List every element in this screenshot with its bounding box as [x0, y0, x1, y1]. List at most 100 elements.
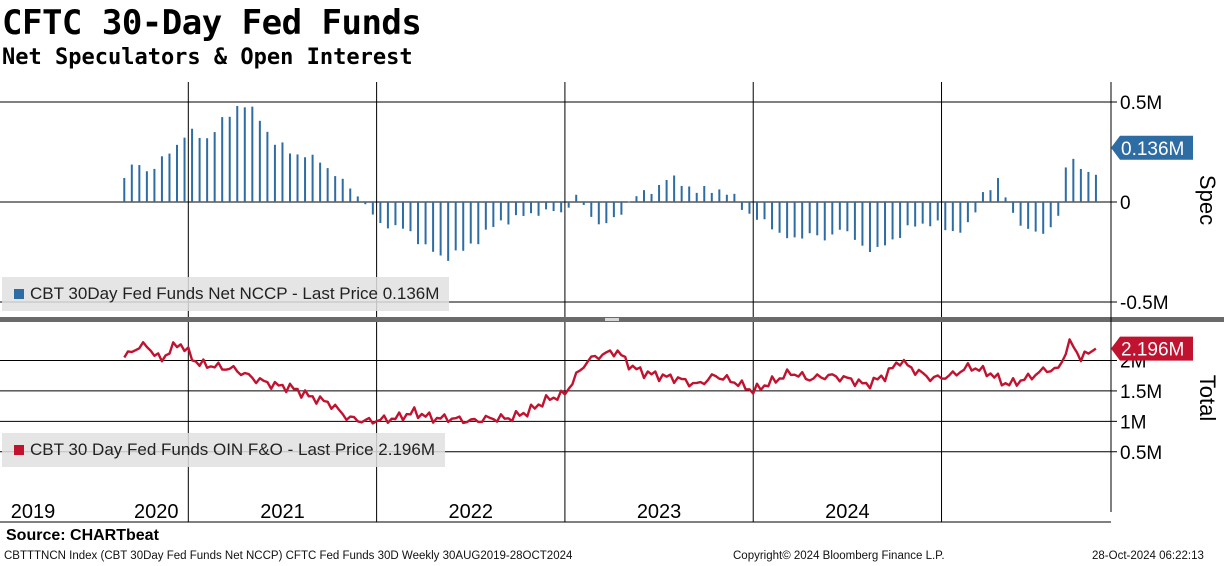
spec-bar	[243, 107, 246, 202]
spec-bar	[680, 185, 683, 202]
spec-bar	[1019, 202, 1022, 226]
spec-bar	[718, 189, 721, 202]
spec-bar	[311, 154, 314, 202]
spec-bar	[469, 202, 472, 244]
spec-bar	[507, 202, 510, 225]
spec-bar	[899, 202, 902, 239]
total-line-layer	[123, 338, 1097, 425]
spec-bar	[1079, 168, 1082, 202]
spec-bar	[499, 202, 502, 221]
spec-y-label: 0.5M	[1120, 93, 1162, 114]
spec-bar	[974, 202, 977, 213]
spec-bar	[590, 202, 593, 217]
year-label: 2019	[11, 501, 56, 523]
total-legend: CBT 30 Day Fed Funds OIN F&O - Last Pric…	[2, 433, 446, 467]
total-last-value-bg	[1111, 336, 1193, 361]
spec-bar	[191, 128, 194, 202]
spec-bar	[477, 202, 480, 245]
year-label: 2020	[134, 501, 179, 523]
spec-bar	[951, 202, 954, 232]
spec-bar	[552, 202, 555, 212]
spec-bar	[567, 202, 570, 208]
spec-bar	[1094, 174, 1097, 202]
spec-bar	[206, 138, 209, 202]
spec-bar	[326, 168, 329, 202]
spec-legend: CBT 30Day Fed Funds Net NCCP - Last Pric…	[2, 277, 450, 311]
spec-bar	[665, 180, 668, 202]
spec-bar	[966, 202, 969, 223]
spec-bar	[160, 156, 163, 202]
spec-bar	[1012, 202, 1015, 213]
panel-divider-grip	[605, 318, 619, 321]
spec-bar	[582, 202, 585, 205]
spec-bar	[432, 202, 435, 252]
spec-bar	[1072, 158, 1075, 202]
footer-left: CBTTTNCN Index (CBT 30Day Fed Funds Net …	[4, 550, 573, 562]
chart-subtitle: Net Speculators & Open Interest	[2, 45, 413, 70]
spec-bar	[341, 178, 344, 202]
spec-bar	[748, 202, 751, 214]
spec-bar	[183, 137, 186, 202]
total-y-label: 1.5M	[1120, 382, 1162, 403]
spec-bar	[876, 202, 879, 247]
spec-bar	[1057, 202, 1060, 216]
spec-axis-title: Spec	[1195, 175, 1220, 225]
footer-center: Copyright© 2024 Bloomberg Finance L.P.	[733, 550, 945, 562]
spec-bar	[401, 202, 404, 229]
spec-bar	[1064, 167, 1067, 202]
spec-bar	[906, 202, 909, 226]
spec-y-label: 0	[1120, 193, 1131, 214]
total-line	[123, 338, 1097, 425]
spec-bar	[228, 116, 231, 202]
footer-right: 28-Oct-2024 06:22:13	[1092, 550, 1204, 562]
spec-bar	[319, 162, 322, 202]
spec-bar	[1004, 197, 1007, 202]
spec-bar	[981, 192, 984, 202]
spec-bar	[371, 202, 374, 215]
spec-bar	[1042, 202, 1045, 234]
spec-bar	[1027, 202, 1030, 229]
year-label: 2021	[260, 501, 305, 523]
spec-bar	[123, 178, 126, 202]
spec-last-value-label: 0.136M	[1121, 139, 1184, 160]
axis-layer: 0.5M0-0.5M2M1.5M1M0.5MSpecTotal0.136M2.1…	[11, 82, 1220, 523]
spec-bar	[424, 202, 427, 245]
spec-bars	[123, 105, 1097, 261]
spec-bar	[251, 106, 254, 202]
spec-bar	[695, 192, 698, 202]
spec-bar	[740, 202, 743, 210]
spec-bar	[258, 120, 261, 202]
spec-bar	[138, 165, 141, 202]
year-label: 2022	[449, 501, 494, 523]
spec-bar	[462, 202, 465, 251]
spec-bar	[288, 153, 291, 202]
spec-bar	[921, 202, 924, 224]
spec-bar	[447, 202, 450, 261]
spec-bar	[597, 202, 600, 225]
spec-bar	[349, 188, 352, 202]
spec-bar	[386, 202, 389, 229]
total-last-value-label: 2.196M	[1121, 340, 1184, 361]
total-axis-title: Total	[1195, 375, 1220, 421]
spec-bar	[213, 132, 216, 202]
spec-bar	[1087, 171, 1090, 202]
spec-bar	[605, 202, 608, 224]
spec-last-value-bg	[1111, 135, 1193, 160]
spec-y-label: -0.5M	[1120, 293, 1169, 314]
spec-bar	[650, 193, 653, 202]
spec-bar	[439, 202, 442, 256]
spec-bar	[838, 202, 841, 230]
spec-bar	[861, 202, 864, 246]
spec-bar	[959, 202, 962, 233]
spec-bar	[989, 190, 992, 202]
spec-bar	[891, 202, 894, 240]
spec-bar	[868, 202, 871, 253]
spec-bar	[884, 202, 887, 246]
total-legend-swatch	[14, 445, 24, 455]
spec-bar	[936, 202, 939, 221]
spec-bar	[145, 171, 148, 202]
spec-bar	[484, 202, 487, 230]
spec-bar	[454, 202, 457, 251]
spec-bar	[703, 186, 706, 202]
spec-bar	[304, 157, 307, 202]
